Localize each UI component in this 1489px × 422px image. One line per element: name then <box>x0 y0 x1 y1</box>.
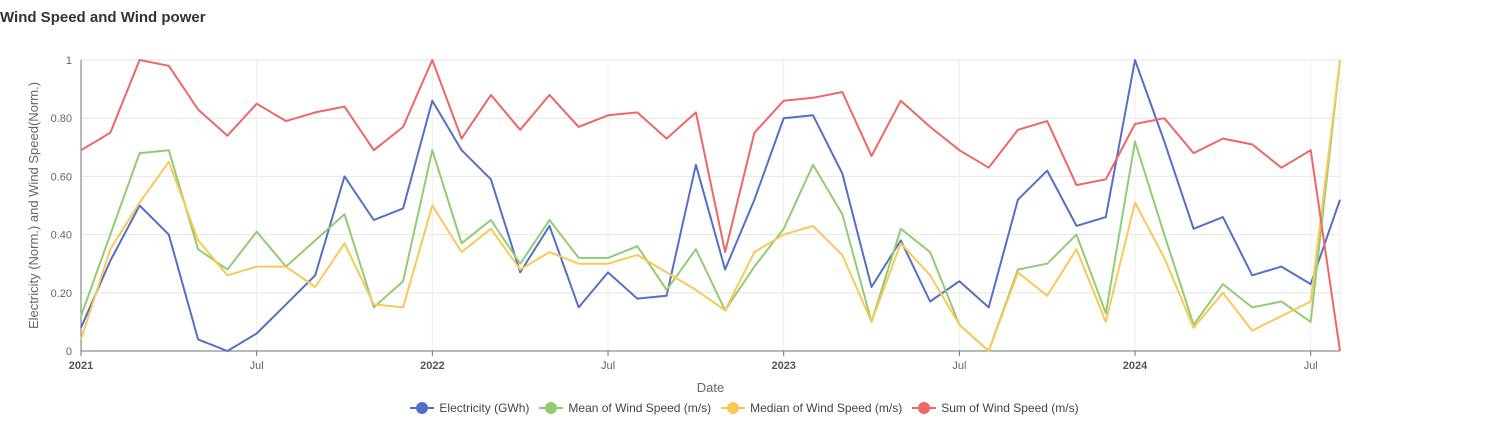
x-tick-label: Jul <box>601 360 615 372</box>
legend-label: Median of Wind Speed (m/s) <box>750 401 903 415</box>
series-line-1 <box>80 59 1341 352</box>
y-tick-label: 0 <box>66 346 72 358</box>
x-tick-label: 2023 <box>771 360 795 372</box>
y-tick-label: 0.80 <box>51 113 72 125</box>
y-tick-label: 0.60 <box>51 171 72 183</box>
legend-label: Mean of Wind Speed (m/s) <box>568 401 712 415</box>
x-tick-label: Jul <box>250 360 264 372</box>
legend-swatch <box>539 402 564 414</box>
x-tick-label: Jul <box>1304 360 1318 372</box>
legend-swatch <box>410 402 435 414</box>
y-tick-label: 1 <box>66 55 72 67</box>
legend-item-2[interactable]: Mean of Wind Speed (m/s) <box>539 401 711 415</box>
x-tick-label: 2024 <box>1123 360 1148 372</box>
legend-item-4[interactable]: Sum of Wind Speed (m/s) <box>912 401 1079 415</box>
chart-legend: Electricity (GWh) Mean of Wind Speed (m/s… <box>0 401 1489 415</box>
legend-swatch <box>721 402 746 414</box>
legend-item-1[interactable]: Electricity (GWh) <box>410 401 529 415</box>
chart-title: Wind Speed and Wind power <box>0 9 206 26</box>
x-axis-title: Date <box>697 380 724 395</box>
legend-swatch <box>912 402 937 414</box>
legend-label: Sum of Wind Speed (m/s) <box>941 401 1079 415</box>
axes: 0 0.20 0.40 0.60 0.80 1 2021 Jul 2022 Jul 2023 Jul 2… <box>51 55 1340 372</box>
x-tick-label: 2021 <box>69 360 93 372</box>
y-tick-label: 0.20 <box>51 288 72 300</box>
x-tick-label: 2022 <box>420 360 444 372</box>
series-line-2 <box>80 59 1341 352</box>
series-line-3 <box>80 59 1341 352</box>
y-tick-label: 0.40 <box>51 230 72 242</box>
x-tick-label: Jul <box>952 360 966 372</box>
legend-item-3[interactable]: Median of Wind Speed (m/s) <box>721 401 902 415</box>
series-line-4 <box>80 59 1341 352</box>
y-axis-title: Electricity (Norm.) and Wind Speed(Norm.… <box>26 82 41 329</box>
legend-label: Electricity (GWh) <box>439 401 530 415</box>
series-lines <box>80 59 1341 352</box>
